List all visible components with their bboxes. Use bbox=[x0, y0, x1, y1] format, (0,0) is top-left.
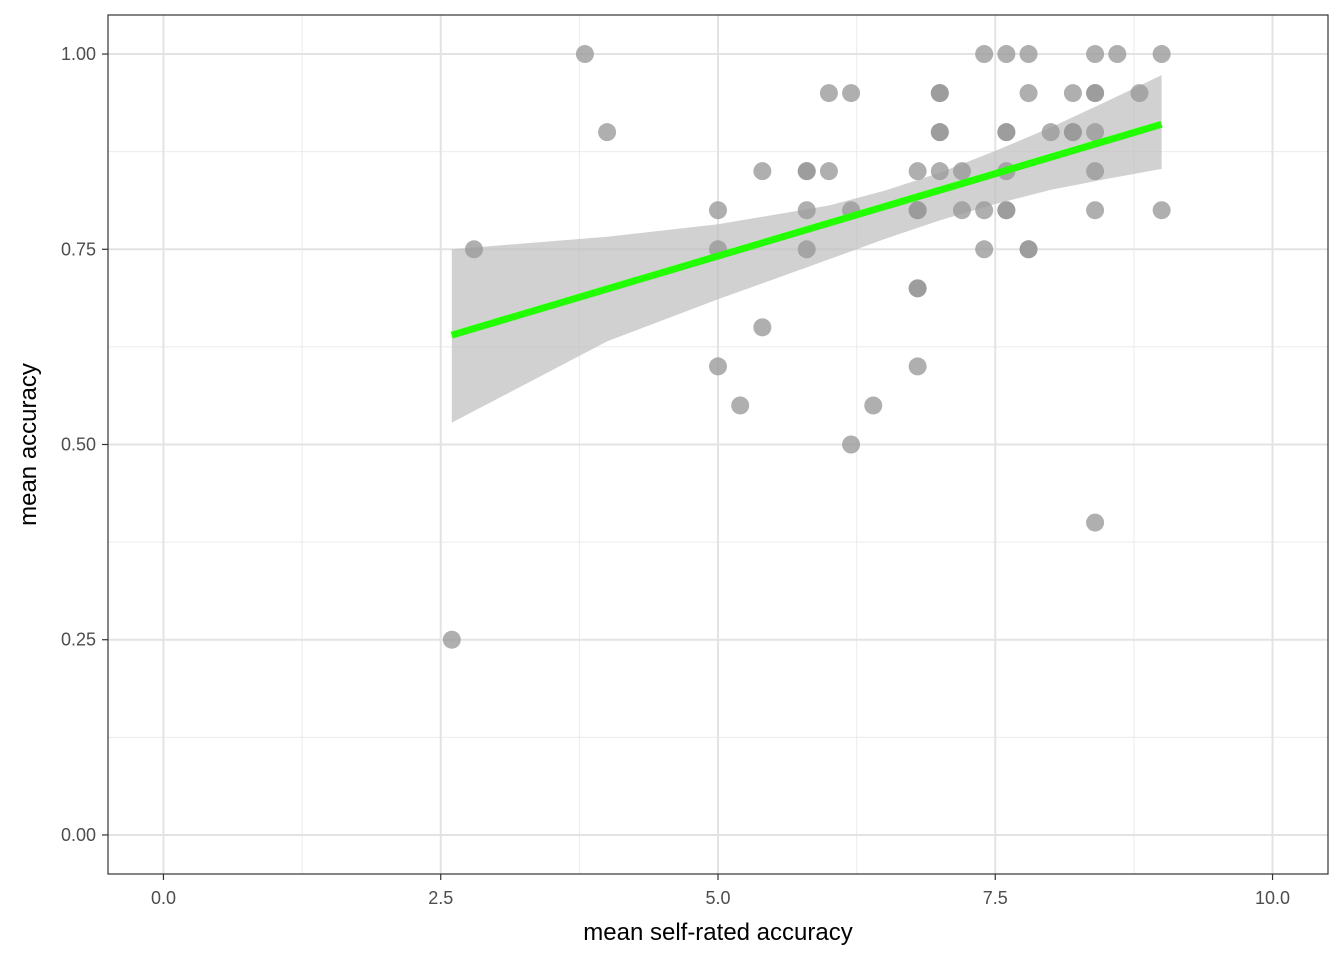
data-point bbox=[864, 396, 883, 415]
fit-line bbox=[450, 120, 1163, 339]
data-point bbox=[930, 84, 949, 103]
data-point bbox=[819, 84, 838, 103]
data-points bbox=[442, 45, 1171, 649]
data-point bbox=[1086, 162, 1105, 181]
data-point bbox=[908, 357, 927, 376]
data-point bbox=[1130, 84, 1149, 103]
data-point bbox=[797, 201, 816, 220]
data-point bbox=[908, 201, 927, 220]
data-point bbox=[908, 162, 927, 181]
data-point bbox=[975, 201, 994, 220]
data-point bbox=[997, 201, 1016, 220]
data-point bbox=[1152, 45, 1171, 64]
y-tick-label: 0.00 bbox=[61, 825, 96, 845]
data-point bbox=[1019, 84, 1038, 103]
data-point bbox=[731, 396, 750, 415]
y-tick-label: 0.25 bbox=[61, 630, 96, 650]
x-axis-title: mean self-rated accuracy bbox=[583, 919, 852, 946]
fit-line-layer bbox=[450, 120, 1163, 339]
data-point bbox=[1019, 240, 1038, 259]
data-point bbox=[1086, 45, 1105, 64]
data-point bbox=[1063, 84, 1082, 103]
data-point bbox=[753, 162, 772, 181]
axes: 0.0 2.5 5.0 7.5 10.0 0.00 0.25 0.50 0.75 1.00 bbox=[61, 44, 1290, 908]
data-point bbox=[1086, 123, 1105, 142]
x-tick-label: 10.0 bbox=[1255, 888, 1290, 908]
data-point bbox=[953, 201, 971, 220]
data-point bbox=[465, 240, 483, 259]
data-point bbox=[975, 240, 994, 259]
x-tick-label: 5.0 bbox=[705, 888, 730, 908]
data-point bbox=[997, 123, 1016, 142]
data-point bbox=[842, 84, 861, 103]
data-point bbox=[1063, 123, 1082, 142]
data-point bbox=[1041, 123, 1060, 142]
y-axis-title: mean accuracy bbox=[15, 363, 42, 526]
data-point bbox=[1108, 45, 1127, 64]
y-tick-label: 1.00 bbox=[61, 44, 96, 64]
data-point bbox=[908, 279, 927, 298]
data-point bbox=[1086, 513, 1105, 532]
data-point bbox=[930, 162, 949, 181]
data-point bbox=[1086, 84, 1105, 103]
data-point bbox=[1086, 201, 1105, 220]
data-point bbox=[709, 357, 727, 376]
data-point bbox=[1152, 201, 1171, 220]
data-point bbox=[953, 162, 971, 181]
y-tick-label: 0.50 bbox=[61, 435, 96, 455]
data-point bbox=[975, 45, 994, 64]
data-point bbox=[930, 123, 949, 142]
data-point bbox=[842, 435, 861, 454]
x-tick-label: 7.5 bbox=[983, 888, 1008, 908]
data-point bbox=[997, 45, 1016, 64]
data-point bbox=[753, 318, 772, 337]
data-point bbox=[598, 123, 617, 142]
data-point bbox=[709, 201, 727, 220]
data-point bbox=[1019, 45, 1038, 64]
x-tick-label: 2.5 bbox=[428, 888, 453, 908]
data-point bbox=[819, 162, 838, 181]
data-point bbox=[797, 240, 816, 259]
data-point bbox=[797, 162, 816, 181]
data-point bbox=[442, 630, 461, 649]
y-tick-label: 0.75 bbox=[61, 239, 96, 259]
x-tick-label: 0.0 bbox=[151, 888, 176, 908]
data-point bbox=[575, 45, 594, 64]
